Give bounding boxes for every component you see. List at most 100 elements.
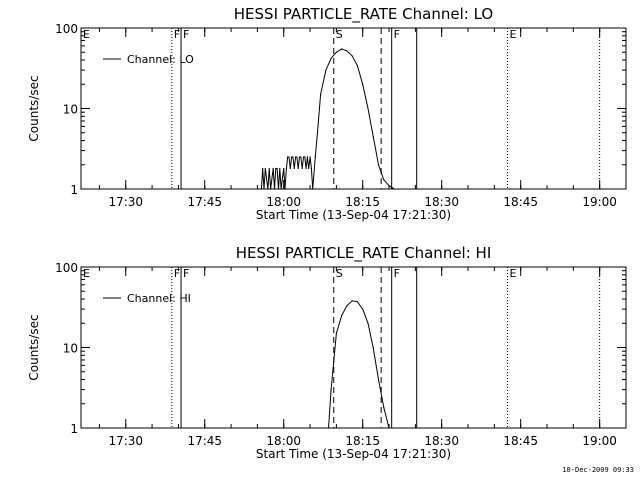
x-tick-label: 18:30 (424, 434, 459, 448)
x-tick-label: 18:45 (503, 434, 538, 448)
data-point (319, 93, 322, 95)
x-tick-label: 18:00 (266, 434, 301, 448)
data-point (351, 300, 353, 302)
data-point (260, 188, 262, 190)
timestamp-stamp: 10-Dec-2009 09:33 (562, 466, 634, 474)
data-point (341, 314, 343, 317)
y-tick-label: 1 (70, 183, 78, 197)
data-point (312, 188, 314, 190)
data-point (330, 388, 332, 391)
y-tick-label: 100 (55, 22, 78, 36)
data-point (268, 167, 270, 170)
x-tick-label: 18:30 (424, 195, 459, 209)
data-point (289, 167, 291, 170)
data-point (306, 156, 309, 158)
x-tick-label: 18:45 (503, 195, 538, 209)
data-point (383, 406, 385, 409)
data-point (285, 167, 287, 170)
data-point (288, 156, 290, 158)
time-marker-label: E (510, 28, 517, 41)
y-axis-label: Counts/sec (27, 314, 41, 380)
time-marker-label: F (174, 28, 180, 41)
time-marker-label: S (336, 28, 343, 41)
data-point (310, 167, 312, 170)
data-point (314, 156, 316, 158)
data-point (264, 167, 266, 170)
x-tick-label: 17:45 (187, 434, 222, 448)
data-point (362, 308, 364, 310)
time-marker-label: F (183, 28, 189, 41)
data-point (372, 135, 374, 138)
data-point (308, 167, 310, 170)
data-point (351, 55, 353, 57)
data-point (302, 156, 305, 158)
data-point (362, 83, 364, 85)
data-point (287, 156, 289, 158)
data-point (325, 69, 327, 71)
data-point (279, 167, 281, 170)
y-tick-label: 10 (63, 342, 78, 356)
legend-label: Channel: HI (127, 292, 191, 305)
data-point (335, 332, 337, 334)
data-point (388, 427, 390, 429)
data-point (262, 167, 264, 170)
data-point (280, 188, 282, 190)
data-point (292, 156, 294, 158)
data-point (372, 346, 374, 349)
y-tick-label: 100 (55, 261, 78, 275)
data-point (305, 167, 307, 170)
y-axis-label: Counts/sec (27, 75, 41, 141)
data-point (283, 167, 285, 170)
time-marker-label: F (394, 28, 400, 41)
data-point (317, 125, 319, 127)
chart-panel-0: HESSI PARTICLE_RATE Channel: LO 1 10 100 17:… (27, 5, 627, 222)
data-point (393, 188, 395, 190)
data-point (298, 156, 301, 158)
series-line (260, 48, 395, 190)
x-axis-label: Start Time (13-Sep-04 17:21:30) (256, 208, 451, 222)
series-line (328, 300, 390, 429)
data-point (330, 57, 332, 59)
data-point (276, 167, 278, 170)
data-point (346, 50, 348, 52)
data-point (391, 186, 393, 188)
x-tick-label: 17:45 (187, 195, 222, 209)
data-point (388, 185, 390, 187)
data-point (269, 188, 272, 190)
data-point (273, 188, 276, 190)
data-point (335, 51, 337, 53)
data-point (309, 156, 311, 158)
x-tick-label: 17:30 (108, 434, 143, 448)
chart-title: HESSI PARTICLE_RATE Channel: LO (234, 5, 493, 24)
data-point (297, 167, 299, 170)
legend-label: Channel: LO (127, 53, 194, 66)
data-point (293, 167, 295, 170)
time-marker-label: S (336, 267, 343, 280)
data-point (367, 107, 369, 110)
data-point (277, 188, 280, 190)
time-marker-label: E (83, 267, 90, 280)
data-point (367, 322, 369, 324)
data-point (294, 156, 297, 158)
data-point (296, 156, 298, 158)
data-point (327, 427, 330, 429)
x-tick-label: 17:30 (108, 195, 143, 209)
chart-panel-1: HESSI PARTICLE_RATE Channel: HI 1 10 100 17:… (27, 244, 627, 461)
time-marker-label: E (83, 28, 90, 41)
data-point (356, 65, 359, 67)
data-point (272, 167, 274, 170)
data-point (300, 156, 302, 158)
time-marker-label: F (174, 267, 180, 280)
data-point (291, 156, 293, 158)
y-tick-label: 1 (70, 422, 78, 436)
y-tick-label: 10 (63, 103, 78, 117)
data-point (263, 188, 265, 190)
data-point (356, 301, 359, 303)
time-marker-label: F (183, 267, 189, 280)
data-point (383, 179, 385, 181)
data-point (275, 167, 277, 170)
x-tick-label: 19:00 (582, 195, 617, 209)
x-tick-label: 18:00 (266, 195, 301, 209)
x-tick-label: 18:15 (345, 195, 380, 209)
